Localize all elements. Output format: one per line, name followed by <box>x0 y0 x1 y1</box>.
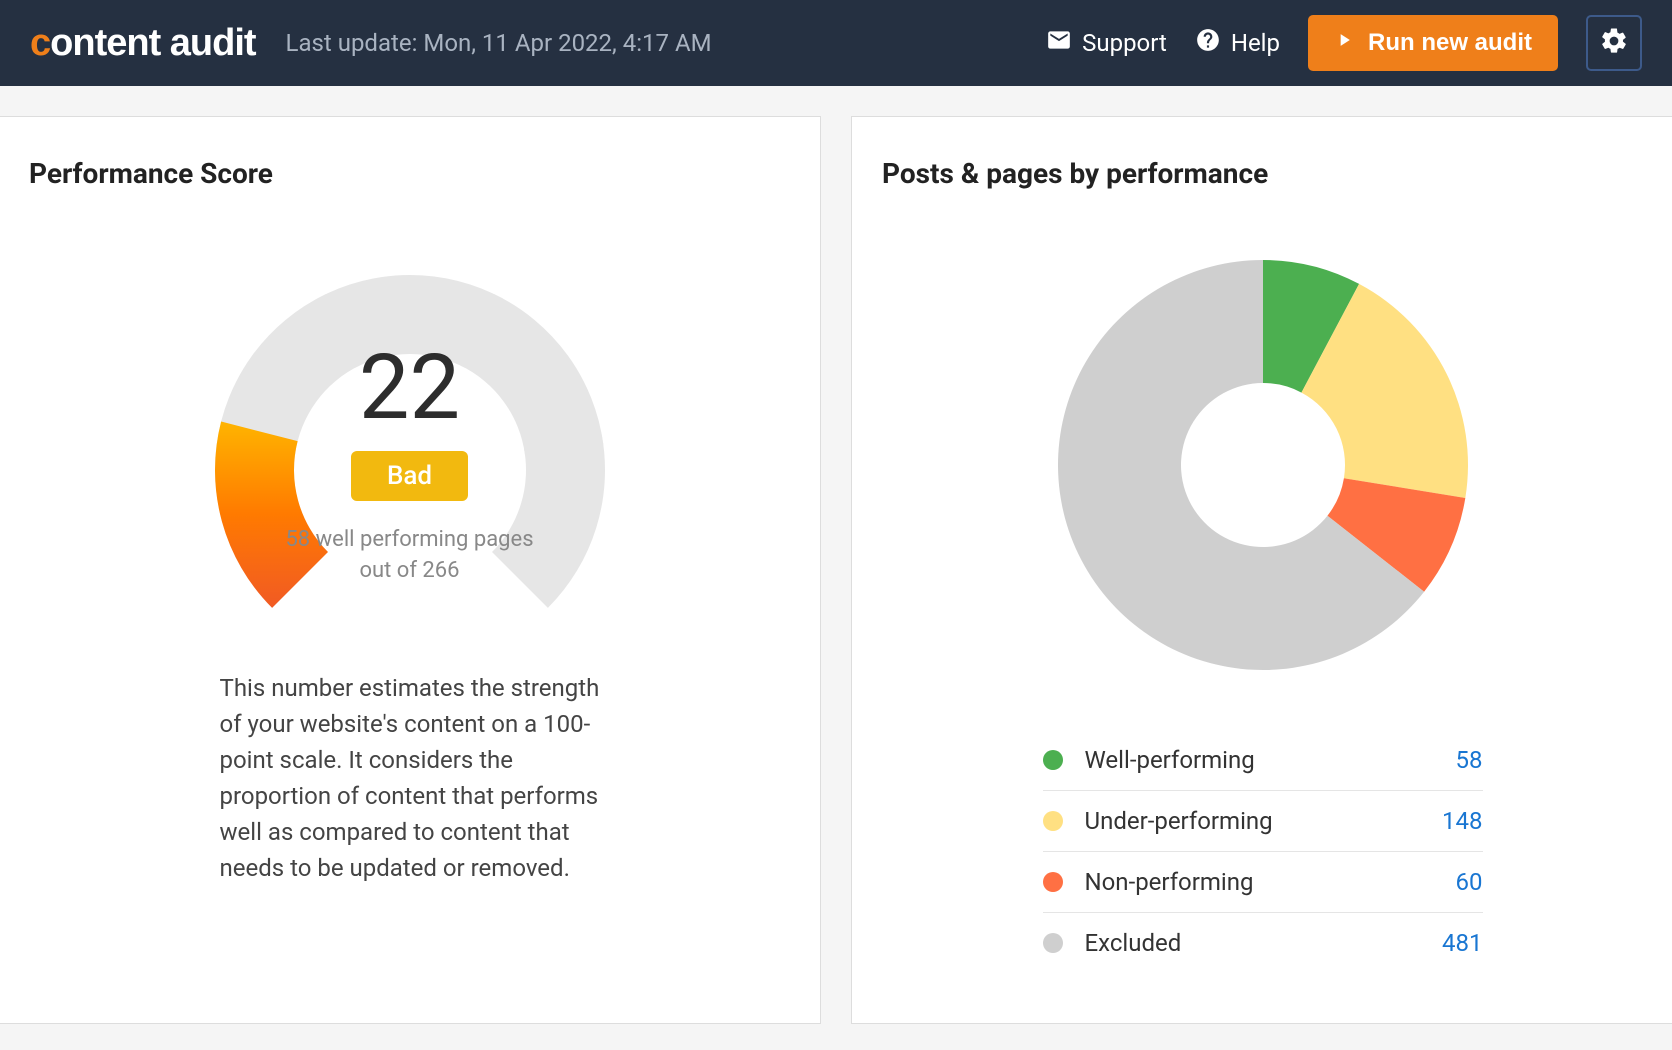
logo-accent-letter: c <box>30 22 50 64</box>
logo-text: ontent audit <box>50 22 255 64</box>
performance-description: This number estimates the strength of yo… <box>210 670 610 886</box>
legend-dot-icon <box>1043 750 1063 770</box>
legend-value: 481 <box>1442 929 1482 957</box>
donut-legend: Well-performing 58 Under-performing 148 … <box>1043 730 1483 973</box>
legend-label: Non-performing <box>1085 868 1456 896</box>
legend-dot-icon <box>1043 811 1063 831</box>
settings-button[interactable] <box>1586 15 1642 71</box>
run-new-audit-button[interactable]: Run new audit <box>1308 15 1558 71</box>
legend-row[interactable]: Well-performing 58 <box>1043 730 1483 791</box>
play-icon <box>1334 29 1354 57</box>
app-header: content audit Last update: Mon, 11 Apr 2… <box>0 0 1672 86</box>
donut-chart <box>1028 230 1498 700</box>
legend-dot-icon <box>1043 872 1063 892</box>
gauge-center: 22 Bad 58 well performing pages out of 2… <box>175 230 645 630</box>
support-label: Support <box>1082 29 1167 57</box>
legend-value: 60 <box>1456 868 1483 896</box>
performance-gauge: 22 Bad 58 well performing pages out of 2… <box>175 230 645 630</box>
legend-dot-icon <box>1043 933 1063 953</box>
last-update-text: Last update: Mon, 11 Apr 2022, 4:17 AM <box>286 29 1017 57</box>
performance-score-value: 22 <box>359 343 460 433</box>
legend-label: Well-performing <box>1085 746 1456 774</box>
mail-icon <box>1046 27 1072 59</box>
performance-score-panel: Performance Score 22 Bad 58 well perform… <box>0 116 821 1024</box>
help-icon <box>1195 27 1221 59</box>
performance-subline2: out of 266 <box>359 558 459 583</box>
posts-title: Posts & pages by performance <box>882 157 1643 190</box>
performance-title: Performance Score <box>29 157 790 190</box>
legend-value: 58 <box>1456 746 1483 774</box>
posts-donut-chart <box>1028 230 1498 700</box>
support-link[interactable]: Support <box>1046 27 1167 59</box>
help-link[interactable]: Help <box>1195 27 1280 59</box>
posts-by-performance-panel: Posts & pages by performance Well-perfor… <box>851 116 1672 1024</box>
legend-row[interactable]: Non-performing 60 <box>1043 852 1483 913</box>
legend-value: 148 <box>1442 807 1482 835</box>
performance-rating-badge: Bad <box>351 451 468 501</box>
legend-label: Excluded <box>1085 929 1443 957</box>
legend-row[interactable]: Excluded 481 <box>1043 913 1483 973</box>
performance-subtext: 58 well performing pages out of 266 <box>285 525 533 587</box>
header-actions: Support Help Run new audit <box>1046 15 1642 71</box>
dashboard-panels: Performance Score 22 Bad 58 well perform… <box>0 86 1672 1024</box>
gear-icon <box>1599 26 1629 60</box>
help-label: Help <box>1231 29 1280 57</box>
legend-label: Under-performing <box>1085 807 1443 835</box>
performance-subline1: 58 well performing pages <box>285 527 533 552</box>
app-logo: content audit <box>30 22 256 65</box>
legend-row[interactable]: Under-performing 148 <box>1043 791 1483 852</box>
run-audit-label: Run new audit <box>1368 29 1532 57</box>
